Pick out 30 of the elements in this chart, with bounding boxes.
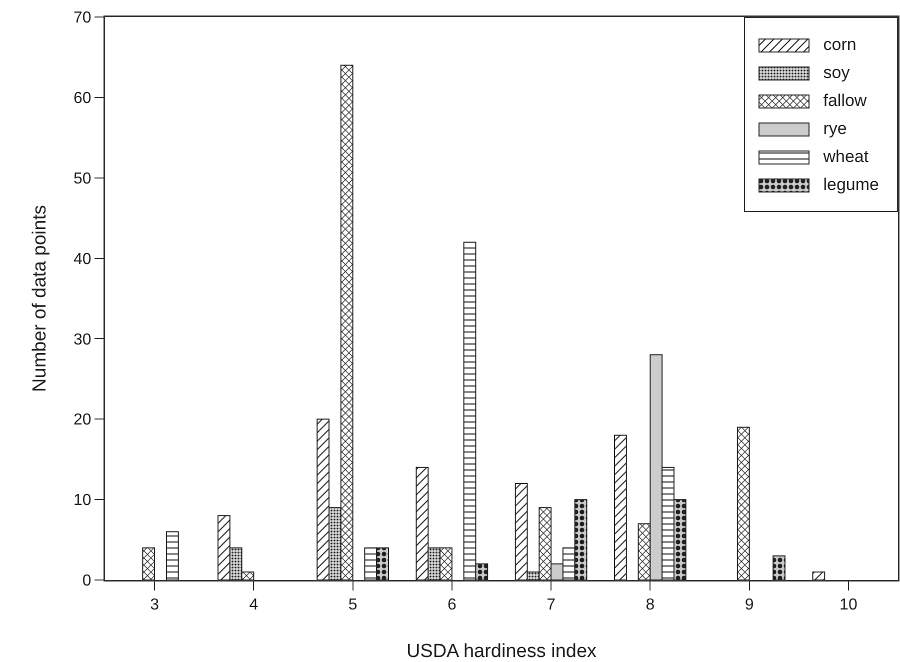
- x-tick-label: 7: [546, 596, 556, 614]
- x-tick-label: 3: [150, 596, 160, 614]
- x-tick-label: 6: [447, 596, 456, 614]
- bar: [142, 547, 156, 580]
- x-tick-label: 9: [744, 596, 754, 614]
- y-tick-label: 60: [74, 90, 92, 108]
- y-tick-label: 40: [74, 250, 92, 268]
- x-tick-label: 5: [348, 596, 358, 614]
- bar: [772, 555, 786, 580]
- legend-label: legume: [823, 175, 879, 195]
- bar: [736, 426, 750, 580]
- legend-label: soy: [823, 63, 850, 83]
- y-tick-label: 10: [74, 492, 92, 510]
- legend-label: corn: [823, 35, 856, 55]
- bar: [166, 531, 179, 580]
- y-tick-label: 70: [74, 10, 92, 27]
- x-tick-label: 8: [646, 596, 655, 614]
- y-tick-label: 20: [74, 412, 92, 429]
- y-tick-label: 30: [74, 331, 92, 348]
- y-axis-title: Number of data points: [30, 205, 51, 392]
- y-tick-label: 0: [82, 572, 92, 590]
- y-tick-label: 50: [74, 170, 92, 188]
- x-tick-label: 10: [840, 596, 858, 614]
- x-axis-title: USDA hardiness index: [406, 641, 598, 662]
- legend-label: wheat: [823, 147, 869, 167]
- legend-label: rye: [823, 119, 847, 139]
- bar: [812, 571, 826, 580]
- bar: [614, 434, 627, 580]
- x-tick-label: 4: [249, 596, 258, 614]
- legend-label: fallow: [823, 91, 867, 111]
